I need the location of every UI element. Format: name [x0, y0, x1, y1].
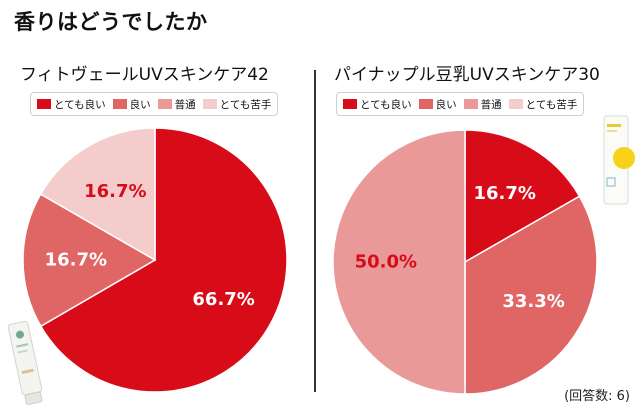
legend-item: とても苦手 — [202, 97, 272, 112]
legend-label: とても良い — [54, 98, 106, 111]
slice-label: 50.0% — [355, 252, 417, 273]
legend-swatch — [202, 99, 217, 109]
legend-label: 普通 — [480, 98, 502, 111]
legend-label: とても苦手 — [219, 98, 272, 111]
pie-slice — [39, 127, 156, 262]
divider — [314, 70, 316, 392]
legend-swatch — [157, 99, 172, 109]
pie-slice — [22, 193, 157, 328]
legend-item: とても良い — [343, 97, 412, 112]
legend-swatch — [508, 99, 523, 109]
legend-label: とても良い — [360, 98, 412, 111]
slice-label: 16.7% — [473, 183, 535, 204]
product-bottle-image — [603, 115, 635, 205]
legend-swatch — [343, 99, 357, 109]
legend-swatch — [463, 99, 478, 109]
legend-right: とても良い 良い 普通 とても苦手 — [336, 92, 585, 116]
legend-item: 普通 — [157, 97, 196, 112]
pie-slice — [464, 195, 598, 395]
pie-slice — [464, 129, 581, 264]
legend-item: 良い — [112, 97, 151, 112]
pie-slice — [39, 127, 288, 393]
pie-slice — [332, 129, 466, 395]
legend-item: 良い — [418, 97, 457, 112]
legend-label: とても苦手 — [525, 98, 578, 111]
legend-item: とても良い — [37, 97, 106, 112]
slice-label: 33.3% — [502, 291, 564, 312]
response-count-note: (回答数: 6) — [564, 389, 630, 404]
page-title: 香りはどうでしたか — [14, 10, 208, 34]
slice-label: 16.7% — [84, 181, 146, 202]
legend-swatch — [112, 99, 127, 109]
legend-swatch — [418, 99, 433, 109]
legend-label: 良い — [129, 98, 151, 111]
legend-swatch — [37, 99, 51, 109]
slice-label: 16.7% — [45, 250, 107, 271]
legend-item: とても苦手 — [508, 97, 578, 112]
legend-label: 良い — [435, 98, 457, 111]
product-tube-image — [7, 320, 43, 405]
legend-label: 普通 — [174, 98, 196, 111]
legend-left: とても良い 良い 普通 とても苦手 — [30, 92, 279, 116]
chart-title-right: パイナップル豆乳UVスキンケア30 — [334, 65, 600, 85]
slice-label: 66.7% — [192, 289, 254, 310]
legend-item: 普通 — [463, 97, 502, 112]
chart-title-left: フィトヴェールUVスキンケア42 — [20, 65, 269, 85]
